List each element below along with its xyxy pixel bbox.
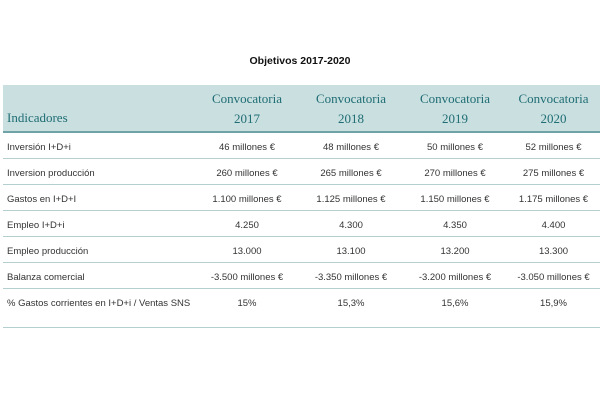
cell-2020: 52 millones € [525, 142, 582, 153]
cell-2019: 1.150 millones € [420, 194, 490, 205]
header-label: Convocatoria [315, 91, 387, 106]
cell-2020: 13.300 [538, 246, 569, 257]
table-title: Objetivos 2017-2020 [249, 55, 351, 67]
cell-2018: -3.350 millones € [314, 272, 388, 283]
cell-2017: 15% [237, 298, 257, 309]
table-header: Indicadores Convocatoria 2017 Convocator… [3, 85, 600, 133]
cell-2018: 13.100 [336, 246, 366, 257]
cell-2017: 1.100 millones € [212, 194, 282, 205]
cell-2020: 275 millones € [522, 168, 585, 179]
cell-2020: 15,9% [540, 298, 567, 309]
row-label: Inversion producción [7, 168, 95, 179]
row-label: % Gastos corrientes en I+D+i / Ventas SN… [7, 298, 191, 309]
cell-2018: 265 millones € [320, 168, 382, 179]
header-year: 2019 [442, 111, 468, 126]
table-row: Empleo producción 13.000 13.100 13.200 1… [3, 237, 600, 263]
header-label: Convocatoria [419, 91, 491, 106]
header-year: 2017 [234, 111, 260, 126]
header-year: 2020 [540, 111, 567, 126]
cell-2019: 4.350 [443, 220, 467, 231]
table-row: Gastos en I+D+I 1.100 millones € 1.125 m… [3, 185, 600, 211]
cell-2019: 15,6% [441, 298, 469, 309]
cell-2020: -3.050 millones € [517, 272, 590, 283]
cell-2020: 4.400 [541, 220, 566, 231]
row-label: Empleo producción [7, 246, 89, 257]
cell-2019: 13.200 [440, 246, 470, 257]
cell-2019: -3.200 millones € [418, 272, 492, 283]
header-indicadores: Indicadores [7, 110, 68, 125]
cell-2017: 260 millones € [216, 168, 278, 179]
cell-2019: 50 millones € [427, 142, 483, 153]
header-year: 2018 [338, 111, 364, 126]
table-row: Balanza comercial -3.500 millones € -3.3… [3, 263, 600, 289]
cell-2017: 46 millones € [219, 142, 275, 153]
cell-2018: 1.125 millones € [316, 194, 386, 205]
header-2020: Convocatoria 2020 [507, 85, 600, 131]
table-row: Empleo I+D+i 4.250 4.300 4.350 4.400 [3, 211, 600, 237]
cell-2017: 13.000 [232, 246, 262, 257]
table-row: % Gastos corrientes en I+D+i / Ventas SN… [3, 289, 600, 328]
table-row: Inversión I+D+i 46 millones € 48 millone… [3, 133, 600, 159]
objectives-table: Indicadores Convocatoria 2017 Convocator… [3, 85, 600, 328]
row-label: Inversión I+D+i [7, 142, 71, 153]
row-label: Empleo I+D+i [7, 220, 65, 231]
header-label: Convocatoria [518, 91, 589, 106]
cell-2018: 15,3% [337, 298, 365, 309]
table-row: Inversion producción 260 millones € 265 … [3, 159, 600, 185]
row-label: Balanza comercial [7, 272, 85, 283]
cell-2017: -3.500 millones € [210, 272, 284, 283]
header-2017: Convocatoria 2017 [195, 85, 299, 131]
row-label: Gastos en I+D+I [7, 194, 77, 205]
header-label: Convocatoria [211, 91, 283, 106]
cell-2017: 4.250 [235, 220, 259, 231]
cell-2018: 4.300 [339, 220, 363, 231]
cell-2019: 270 millones € [424, 168, 486, 179]
header-2019: Convocatoria 2019 [403, 85, 507, 131]
cell-2018: 48 millones € [323, 142, 379, 153]
cell-2020: 1.175 millones € [518, 194, 589, 205]
header-2018: Convocatoria 2018 [299, 85, 403, 131]
